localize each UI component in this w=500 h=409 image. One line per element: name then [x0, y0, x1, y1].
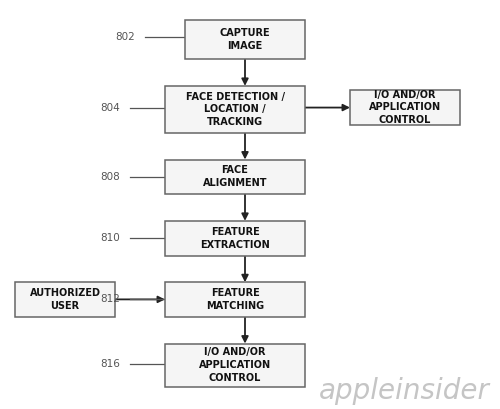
Text: AUTHORIZED
USER: AUTHORIZED USER	[30, 288, 101, 311]
Text: CAPTURE
IMAGE: CAPTURE IMAGE	[220, 29, 270, 51]
FancyBboxPatch shape	[165, 221, 305, 256]
FancyBboxPatch shape	[350, 90, 460, 125]
FancyBboxPatch shape	[165, 282, 305, 317]
Text: FACE DETECTION /
LOCATION /
TRACKING: FACE DETECTION / LOCATION / TRACKING	[186, 92, 284, 127]
Text: 802: 802	[115, 32, 135, 42]
Text: FEATURE
MATCHING: FEATURE MATCHING	[206, 288, 264, 311]
Text: 804: 804	[100, 103, 120, 113]
Text: 812: 812	[100, 294, 120, 304]
Text: I/O AND/OR
APPLICATION
CONTROL: I/O AND/OR APPLICATION CONTROL	[199, 347, 271, 383]
Text: 810: 810	[100, 233, 120, 243]
FancyBboxPatch shape	[165, 344, 305, 387]
Text: 808: 808	[100, 172, 120, 182]
Text: FACE
ALIGNMENT: FACE ALIGNMENT	[203, 166, 267, 188]
Text: appleinsider: appleinsider	[319, 377, 490, 405]
Text: I/O AND/OR
APPLICATION
CONTROL: I/O AND/OR APPLICATION CONTROL	[369, 90, 441, 125]
FancyBboxPatch shape	[165, 160, 305, 194]
FancyBboxPatch shape	[165, 86, 305, 133]
FancyBboxPatch shape	[15, 282, 115, 317]
FancyBboxPatch shape	[185, 20, 305, 59]
Text: 816: 816	[100, 359, 120, 369]
Text: FEATURE
EXTRACTION: FEATURE EXTRACTION	[200, 227, 270, 249]
